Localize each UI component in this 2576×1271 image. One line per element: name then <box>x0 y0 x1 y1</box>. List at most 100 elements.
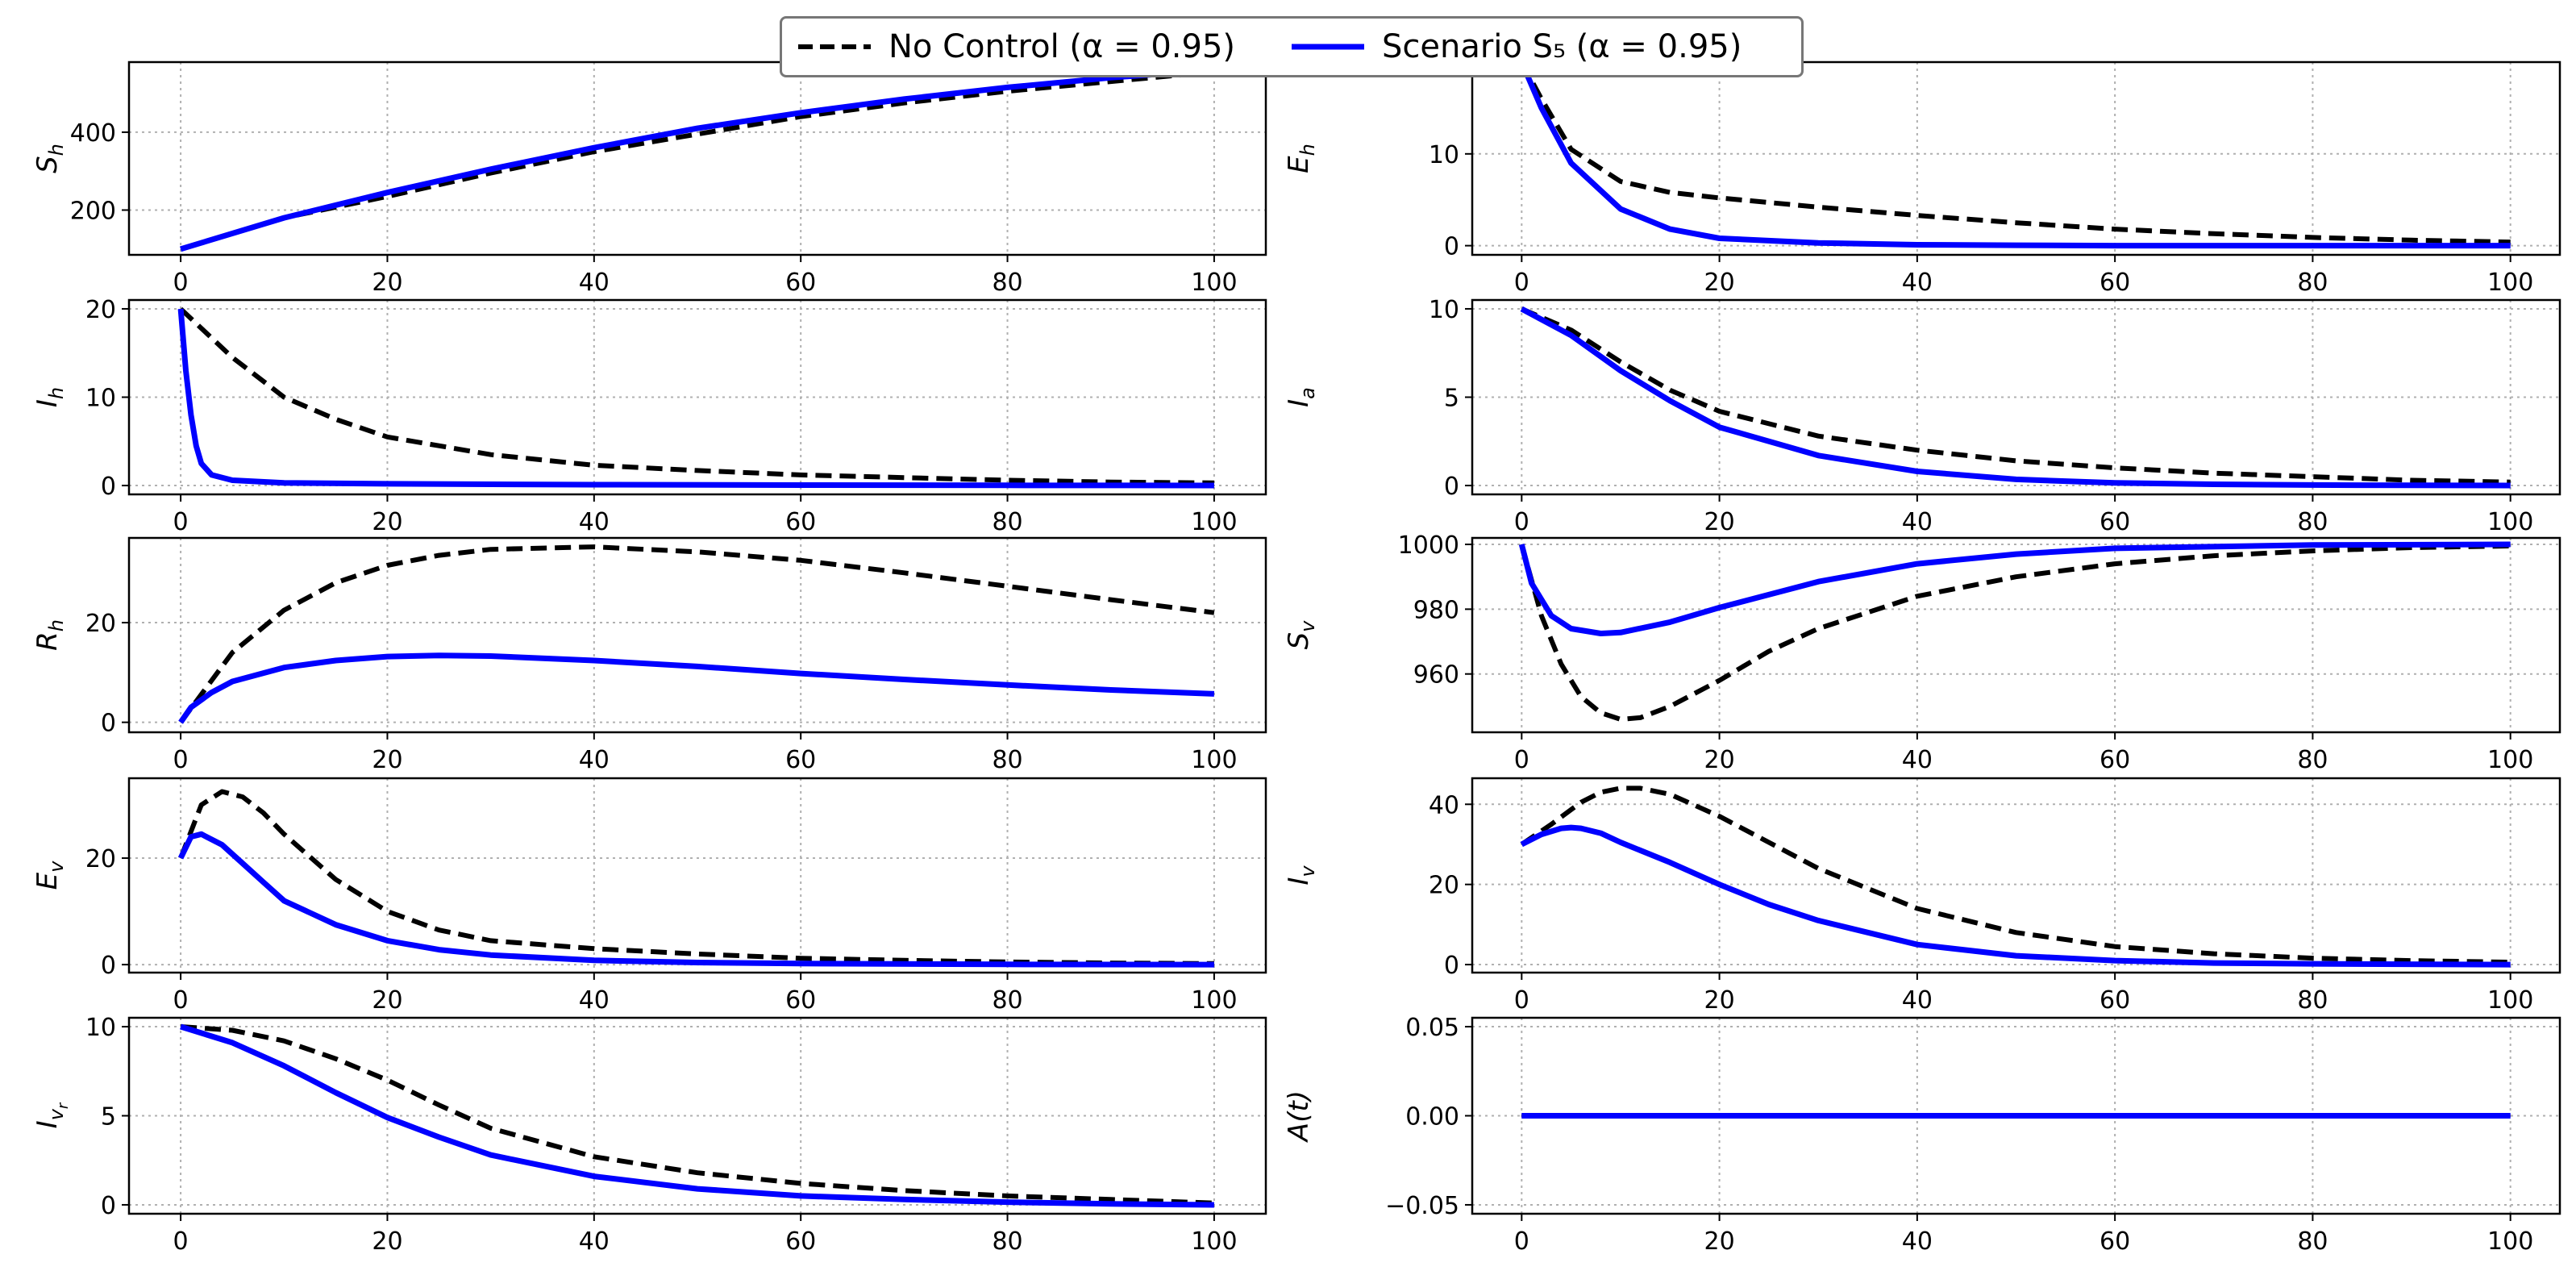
x-tick-label: 100 <box>2487 269 2533 297</box>
x-tick-label: 0 <box>1514 1227 1529 1256</box>
series-line-no-control <box>180 69 1215 252</box>
x-tick-label: 100 <box>1191 508 1237 536</box>
x-tick-label: 0 <box>173 269 189 297</box>
x-tick-label: 60 <box>785 1227 816 1256</box>
y-tick-label: 0 <box>101 952 116 980</box>
x-tick-label: 60 <box>2100 269 2130 297</box>
legend-item-no-control: No Control (α = 0.95) <box>798 28 1235 65</box>
x-tick-label: 100 <box>1191 1227 1237 1256</box>
x-tick-label: 60 <box>785 269 816 297</box>
x-tick-label: 40 <box>579 746 610 774</box>
x-tick-label: 0 <box>173 1227 189 1256</box>
subplot-Rh: 0 20 40 60 80 100 0 20 Rh <box>31 536 1267 774</box>
x-tick-label: 40 <box>1902 508 1933 536</box>
series-line-scenario <box>1520 824 2511 968</box>
x-tick-label: 100 <box>2487 746 2533 774</box>
x-tick-label: 60 <box>2100 508 2130 536</box>
x-tick-label: 20 <box>372 1227 402 1256</box>
x-tick-label: 80 <box>992 986 1022 1015</box>
legend: No Control (α = 0.95) Scenario S₅ (α = 0… <box>780 16 1804 77</box>
y-tick-label: 0.05 <box>1405 1014 1459 1042</box>
axes-frame <box>1471 60 2561 256</box>
x-tick-label: 60 <box>2100 1227 2130 1256</box>
y-tick-label: 200 <box>70 197 116 225</box>
axes-frame <box>1471 536 2561 734</box>
y-axis-label: Rh <box>31 619 68 651</box>
series-line-scenario <box>177 308 1214 489</box>
x-tick-label: 20 <box>1704 986 1734 1015</box>
x-tick-label: 80 <box>992 1227 1022 1256</box>
x-tick-label: 80 <box>2297 508 2328 536</box>
x-tick-label: 0 <box>1514 269 1529 297</box>
x-tick-label: 100 <box>1191 746 1237 774</box>
series-line-no-control <box>1519 62 2511 245</box>
x-tick-label: 60 <box>2100 746 2130 774</box>
y-tick-label: 980 <box>1413 596 1459 624</box>
y-tick-label: 10 <box>85 1014 116 1042</box>
subplot-Eh: 0 20 40 60 80 100 0 10 Eh <box>1283 60 2561 297</box>
subplot-Ev: 0 20 40 60 80 100 0 20 Ev <box>31 777 1267 1015</box>
x-tick-label: 40 <box>579 986 610 1015</box>
x-tick-label: 0 <box>1514 746 1529 774</box>
x-tick-label: 100 <box>2487 1227 2533 1256</box>
axes-frame <box>127 777 1267 974</box>
x-tick-label: 20 <box>1704 746 1734 774</box>
series-line-no-control <box>179 306 1214 485</box>
legend-label-scenario: Scenario S₅ (α = 0.95) <box>1382 28 1742 65</box>
y-axis-label: A(t) <box>1283 1090 1315 1143</box>
y-axis-label: Sv <box>1283 620 1319 650</box>
y-tick-label: 20 <box>1429 872 1459 900</box>
x-tick-label: 20 <box>1704 508 1734 536</box>
subplot-Iv: 0 20 40 60 80 100 0 20 40 Iv <box>1283 777 2561 1015</box>
subplot-Sv: 0 20 40 60 80 100 960 980 1000 Sv <box>1283 531 2561 774</box>
series-line-scenario <box>177 831 1214 968</box>
y-axis-label: Ih <box>31 387 68 407</box>
legend-swatch-no-control <box>798 44 871 49</box>
series-line-scenario <box>180 67 1215 252</box>
y-axis-label: Iv <box>1283 865 1319 886</box>
x-tick-label: 80 <box>2297 1227 2328 1256</box>
series-line-scenario <box>1519 62 2511 249</box>
x-tick-label: 60 <box>785 986 816 1015</box>
x-tick-label: 60 <box>785 508 816 536</box>
axes-frame <box>127 536 1267 734</box>
series-line-no-control <box>1520 786 2511 965</box>
x-tick-label: 100 <box>2487 986 2533 1015</box>
series-line-no-control <box>178 544 1215 724</box>
x-tick-label: 40 <box>1902 746 1933 774</box>
series-line-no-control <box>1521 306 2511 485</box>
x-tick-label: 0 <box>1514 508 1529 536</box>
y-tick-label: 0 <box>1444 233 1459 261</box>
y-tick-label: 10 <box>1429 296 1459 324</box>
series-line-scenario <box>1520 306 2511 489</box>
series-line-no-control <box>1519 544 2511 722</box>
y-tick-label: 1000 <box>1398 531 1459 560</box>
y-tick-label: 960 <box>1413 661 1459 690</box>
x-tick-label: 20 <box>372 508 402 536</box>
x-tick-label: 0 <box>1514 986 1529 1015</box>
subplot-Ia: 0 20 40 60 80 100 0 5 10 Ia <box>1283 296 2561 536</box>
series-line-scenario <box>180 1023 1214 1208</box>
x-tick-label: 100 <box>2487 508 2533 536</box>
y-tick-label: 20 <box>85 296 116 324</box>
x-tick-label: 100 <box>1191 269 1237 297</box>
x-tick-label: 40 <box>1902 986 1933 1015</box>
x-tick-label: 80 <box>992 508 1022 536</box>
y-axis-label: Eh <box>1283 144 1319 173</box>
x-tick-label: 80 <box>992 746 1022 774</box>
x-tick-label: 80 <box>2297 986 2328 1015</box>
x-tick-label: 0 <box>173 746 189 774</box>
x-tick-label: 40 <box>1902 269 1933 297</box>
y-tick-label: 10 <box>85 385 116 413</box>
subplot-Ih: 0 20 40 60 80 100 0 10 20 Ih <box>31 296 1267 536</box>
x-tick-label: 60 <box>785 746 816 774</box>
y-tick-label: 400 <box>70 119 116 148</box>
x-tick-label: 40 <box>579 1227 610 1256</box>
axes-frame <box>1471 777 2561 974</box>
y-tick-label: 5 <box>1444 385 1459 413</box>
axes-frame <box>127 60 1267 256</box>
series-line-scenario <box>178 652 1215 724</box>
y-tick-label: 0 <box>1444 473 1459 501</box>
